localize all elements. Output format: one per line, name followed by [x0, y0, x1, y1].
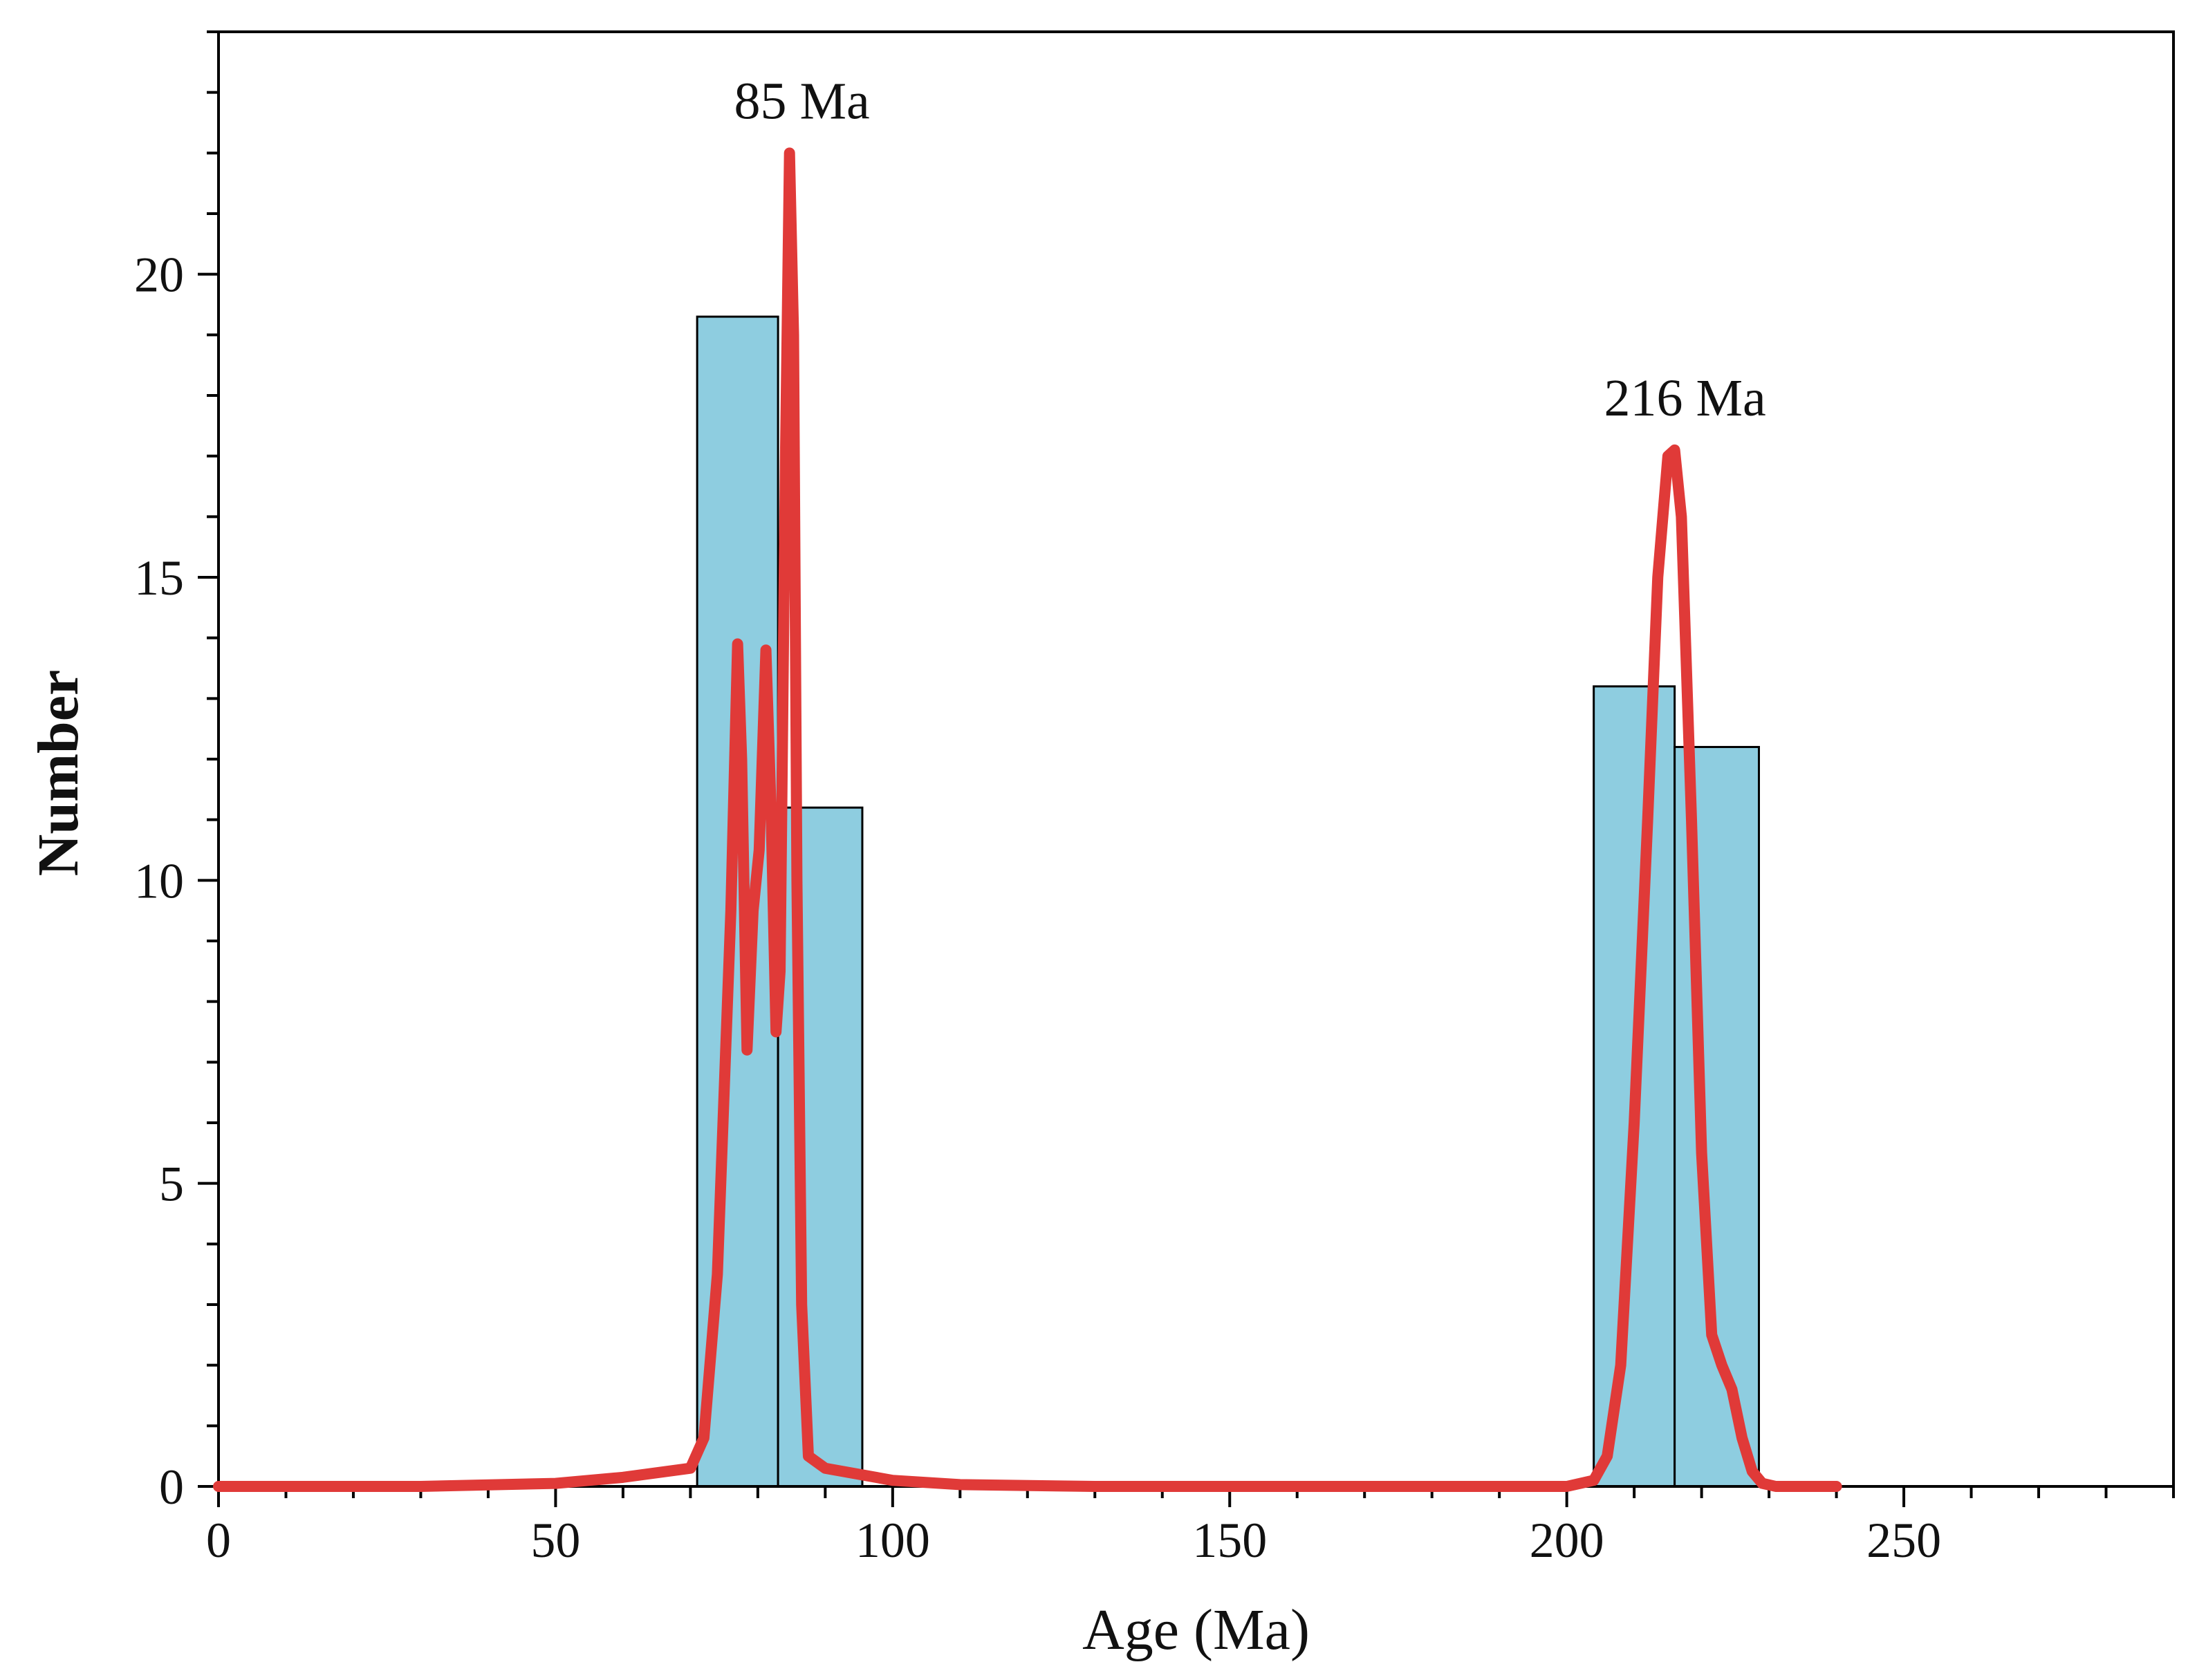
x-tick-label: 200: [1530, 1513, 1604, 1568]
x-tick-label: 50: [530, 1513, 580, 1568]
histogram-bar-2: [777, 806, 864, 1488]
y-tick-label: 15: [134, 550, 184, 606]
peak-annotation: 216 Ma: [1604, 369, 1765, 427]
y-tick-label: 20: [134, 248, 184, 303]
density-curve: [213, 147, 1842, 1492]
x-tick-label: 250: [1866, 1513, 1941, 1568]
x-tick-label: 100: [855, 1513, 930, 1568]
peak-annotation: 85 Ma: [734, 72, 869, 130]
x-tick-label: 0: [206, 1513, 231, 1568]
axes: [198, 30, 2175, 1507]
y-tick-label: 0: [159, 1459, 184, 1515]
histogram-bars: [696, 315, 1760, 1488]
y-tick-label: 10: [134, 853, 184, 908]
labels: 0 50 100 150 200 250 0 5 10 15 20 85 Ma 216 Ma Age (M…: [26, 72, 1941, 1662]
plot-frame: [217, 30, 2175, 1488]
x-axis-title: Age (Ma): [1082, 1598, 1310, 1662]
density-curve-layer: [213, 147, 1842, 1492]
y-axis-title: Number: [26, 670, 91, 877]
y-tick-label: 5: [159, 1157, 184, 1212]
x-tick-label: 150: [1192, 1513, 1267, 1568]
